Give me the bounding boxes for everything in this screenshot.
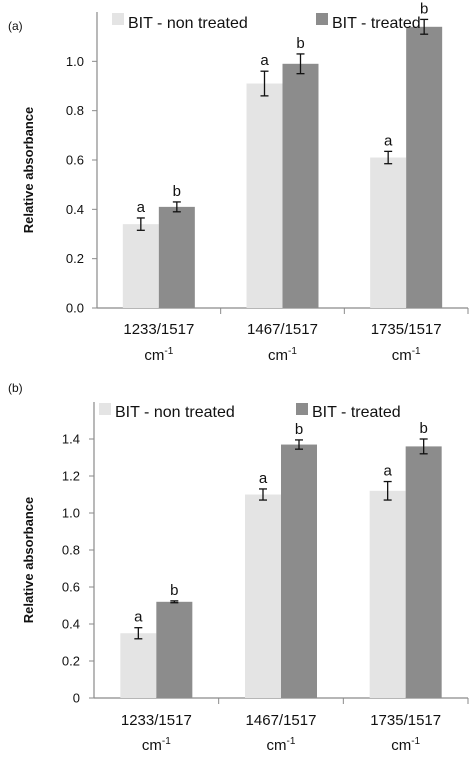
bar-treated: [405, 446, 442, 698]
y-axis-label: Relative absorbance: [21, 497, 36, 623]
y-tick-label: 0.4: [66, 202, 84, 217]
x-tick-unit: cm-1: [268, 346, 297, 364]
chart-panel-2: (b) Relative absorbance 0 0.2 0.4 0.6 0.8 1.0 1.…: [8, 381, 469, 754]
significance-label: b: [420, 0, 428, 17]
bar-treated: [156, 601, 193, 698]
chart-panel-1: (a) Relative absorbance 0.0 0.2 0.4 0.6 0.8 1.0…: [8, 0, 469, 364]
x-tick-label: 1467/1517: [247, 321, 318, 338]
bar-treated: [406, 26, 443, 309]
significance-label: b: [295, 421, 303, 438]
panel-label: (a): [8, 19, 23, 33]
significance-label: b: [419, 420, 427, 437]
bar-treated: [158, 206, 195, 308]
x-tick-unit: cm-1: [267, 736, 296, 754]
y-tick-label: 0: [73, 691, 80, 706]
bar-non-treated: [370, 157, 407, 308]
y-tick-label: 0.2: [62, 654, 80, 669]
significance-label: a: [260, 52, 269, 69]
legend-swatch: [316, 13, 328, 25]
x-tick-label: 1233/1517: [123, 321, 194, 338]
legend-label: BIT - treated: [312, 404, 401, 421]
significance-label: b: [173, 183, 181, 200]
x-tick-unit: cm-1: [142, 736, 171, 754]
bar-treated: [282, 63, 319, 308]
legend-swatch: [112, 13, 124, 25]
bar-non-treated: [122, 224, 159, 308]
legend-swatch: [99, 403, 111, 415]
y-tick-label: 0.4: [62, 617, 80, 632]
significance-label: b: [170, 582, 178, 599]
significance-label: a: [137, 199, 146, 216]
y-axis-label: Relative absorbance: [21, 107, 36, 233]
significance-label: a: [134, 609, 143, 626]
x-tick-label: 1735/1517: [370, 712, 441, 729]
legend-label: BIT - non treated: [128, 15, 248, 32]
x-tick-label: 1233/1517: [121, 712, 192, 729]
y-tick-label: 0.6: [66, 153, 84, 168]
y-tick-label: 0.0: [66, 301, 84, 316]
x-tick-unit: cm-1: [144, 346, 173, 364]
significance-label: a: [259, 470, 268, 487]
significance-label: a: [383, 463, 392, 480]
y-tick-label: 1.0: [66, 54, 84, 69]
bar-non-treated: [246, 83, 283, 309]
x-tick-unit: cm-1: [391, 736, 420, 754]
legend-swatch: [296, 403, 308, 415]
legend-label: BIT - non treated: [115, 404, 235, 421]
bar-treated: [281, 444, 317, 698]
significance-label: b: [296, 35, 304, 52]
bar-non-treated: [369, 490, 406, 698]
significance-label: a: [384, 132, 393, 149]
x-tick-unit: cm-1: [392, 346, 421, 364]
y-tick-label: 0.8: [62, 543, 80, 558]
y-tick-label: 1.2: [62, 469, 80, 484]
y-tick-label: 0.6: [62, 580, 80, 595]
x-tick-label: 1467/1517: [246, 712, 317, 729]
y-tick-label: 1.4: [62, 432, 80, 447]
x-tick-label: 1735/1517: [371, 321, 442, 338]
y-tick-label: 1.0: [62, 506, 80, 521]
legend-label: BIT - treated: [332, 15, 421, 32]
y-tick-label: 0.2: [66, 251, 84, 266]
panel-label: (b): [8, 381, 23, 395]
bar-non-treated: [120, 633, 157, 698]
y-tick-label: 0.8: [66, 103, 84, 118]
bar-non-treated: [245, 494, 281, 698]
